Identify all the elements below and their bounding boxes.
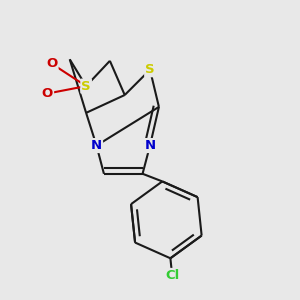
Text: N: N [144,139,156,152]
Text: O: O [46,57,58,70]
Text: S: S [145,63,155,76]
Text: N: N [91,139,102,152]
Text: S: S [81,80,91,93]
Text: O: O [42,87,53,100]
Text: Cl: Cl [165,269,179,282]
